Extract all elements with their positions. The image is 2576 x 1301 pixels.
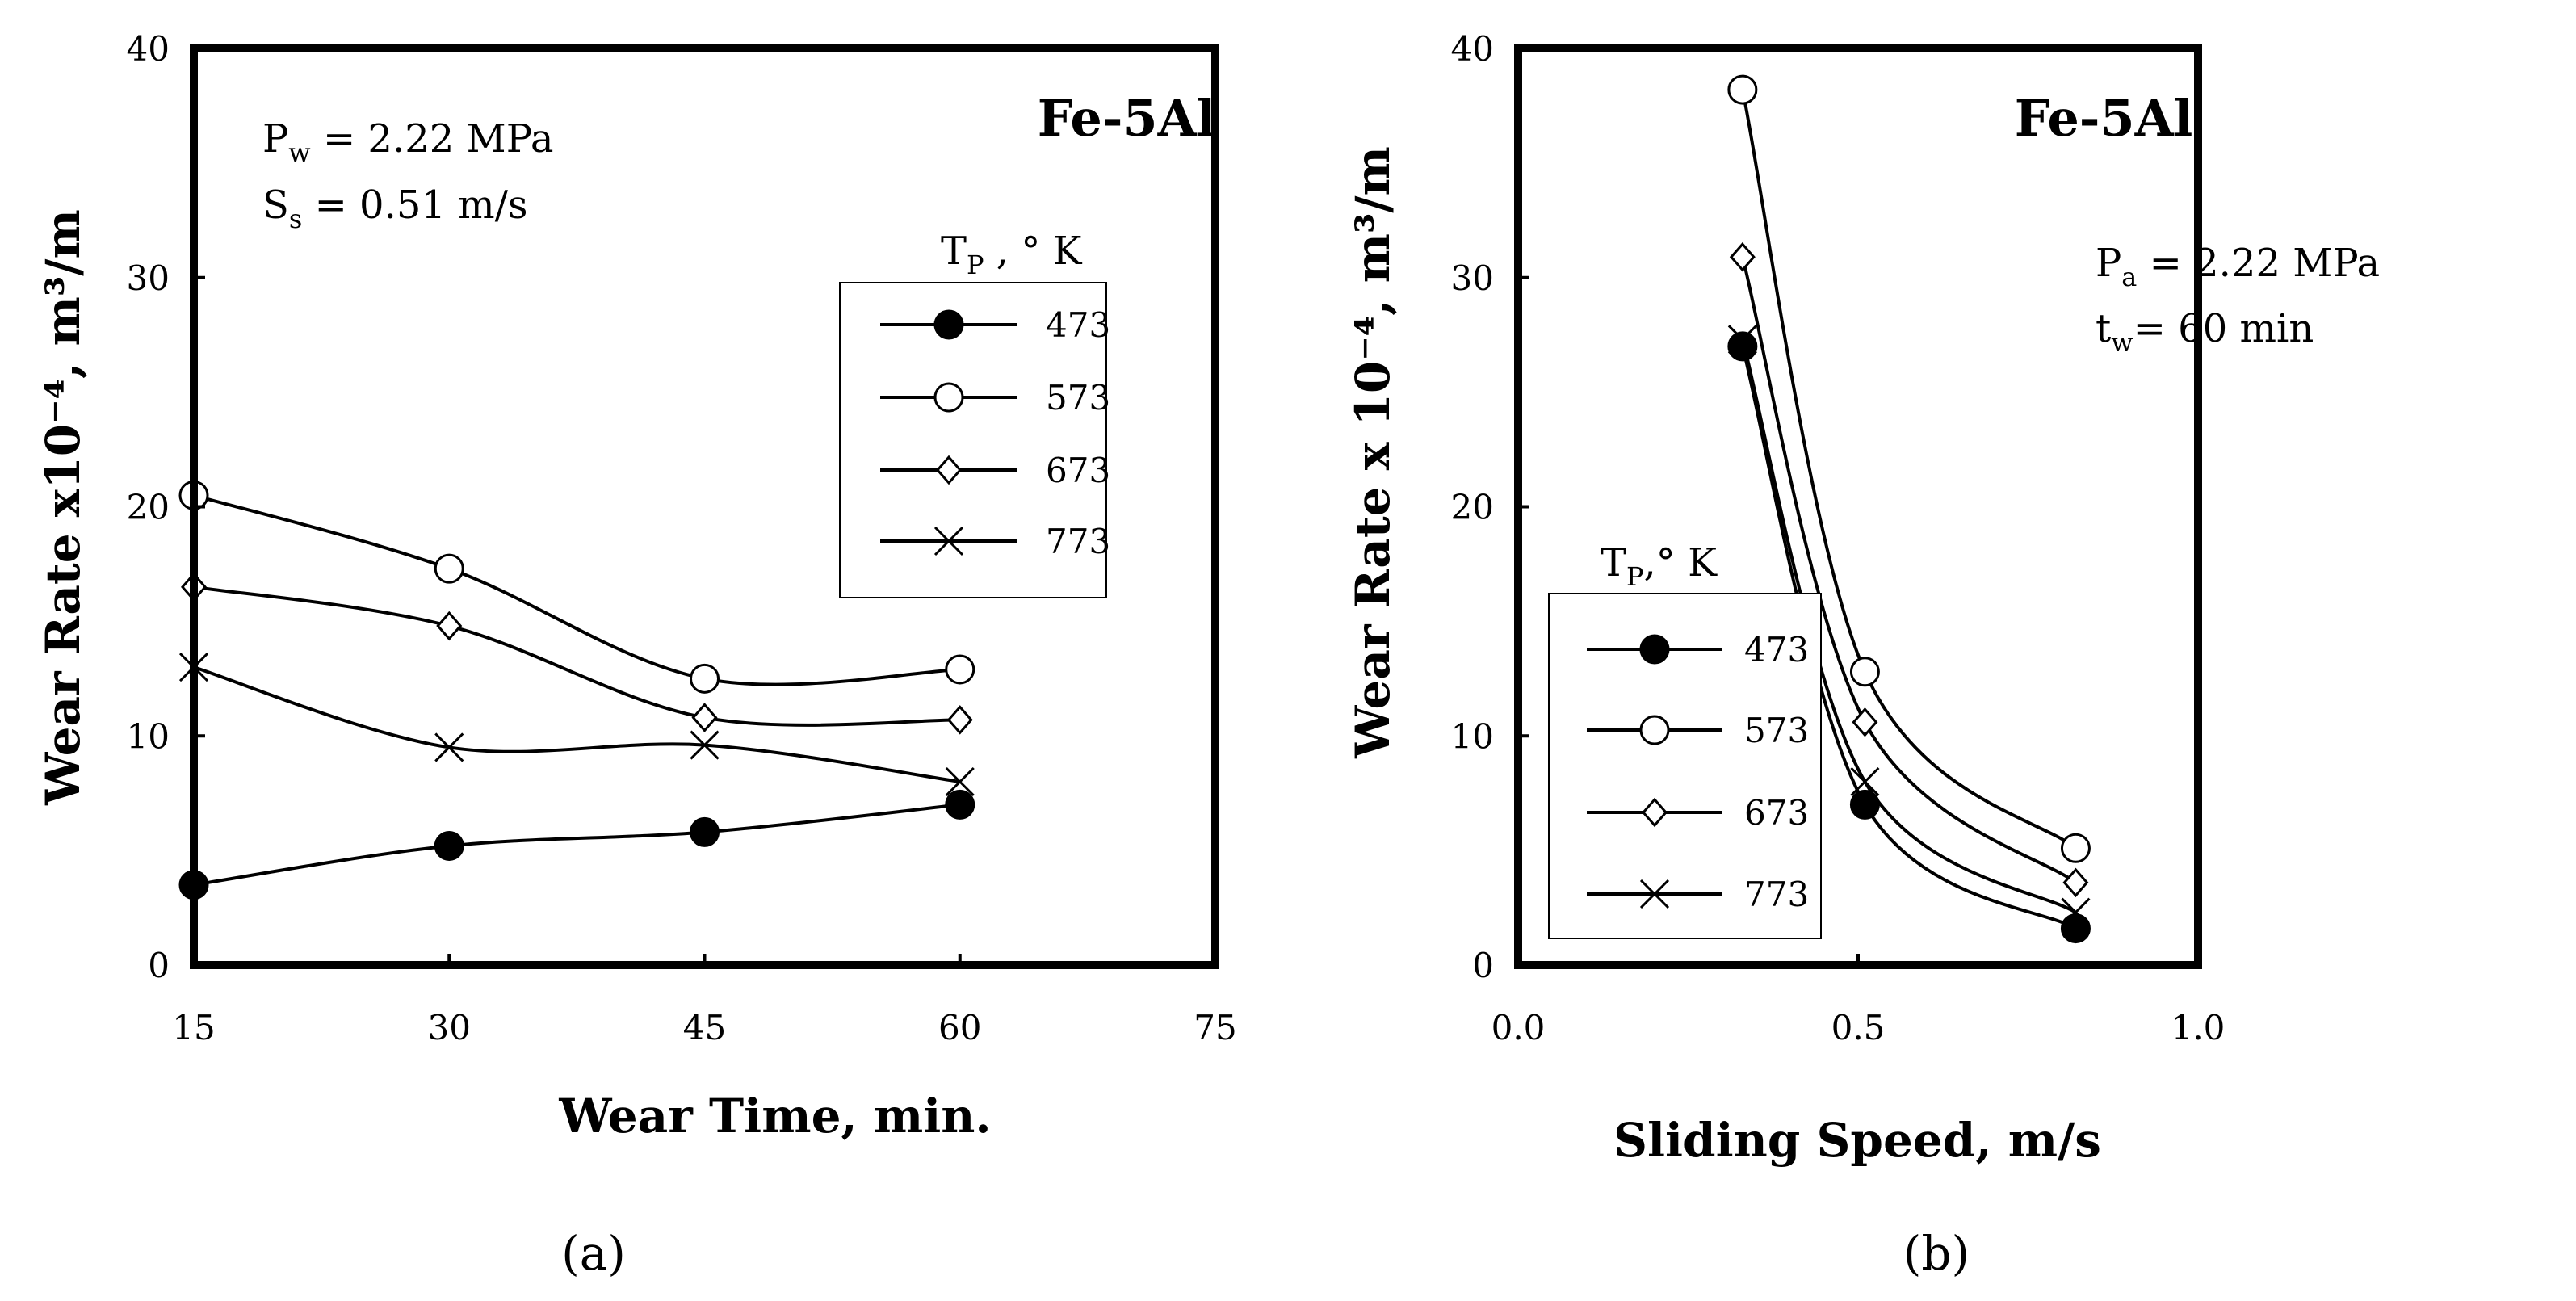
series-line-673 [193, 585, 960, 727]
y-tick-label: 30 [1451, 258, 1494, 298]
y-tick-label: 0 [1472, 946, 1494, 985]
data-point-773-1 [434, 732, 464, 762]
y-tick-label: 10 [1451, 716, 1494, 756]
legend-box [1548, 593, 1822, 939]
data-point-673-0 [1729, 241, 1756, 272]
x-tick-label: 1.0 [2171, 1008, 2226, 1047]
series-line-673 [1740, 256, 2077, 884]
x-tick-label: 0.5 [1831, 1008, 1886, 1047]
data-point-573-0 [1727, 74, 1758, 105]
y-tick-label: 40 [127, 29, 170, 69]
y-axis-title: Wear Rate x10⁻⁴, m³/m [36, 209, 90, 806]
x-tick-label: 15 [172, 1008, 215, 1047]
legend-marker-773 [933, 526, 964, 556]
legend-label-573: 573 [1744, 711, 1809, 750]
x-tick-label: 60 [938, 1008, 981, 1047]
data-point-473-1 [434, 830, 464, 861]
data-point-773-2 [690, 730, 720, 760]
panel-b-chart: 0 10 20 30 40 0.0 0.5 1.0 Fe-5Al Sliding Speed, m… [1345, 29, 2380, 1168]
data-point-673-2 [2062, 867, 2089, 898]
caption-b: (b) [1903, 1226, 1970, 1281]
legend-marker-573 [1639, 715, 1670, 745]
data-point-473-3 [945, 789, 975, 820]
data-point-673-1 [1852, 707, 1878, 737]
annotation-1: Ss = 0.51 m/s [262, 183, 528, 234]
data-point-773-3 [945, 766, 975, 797]
x-axis-title: Sliding Speed, m/s [1613, 1113, 2101, 1168]
data-point-573-1 [434, 553, 464, 584]
legend-marker-673 [936, 455, 962, 485]
legend-box [839, 282, 1107, 598]
legend-label-673: 673 [1744, 793, 1809, 833]
panel-a-chart: 0 10 20 30 40 15 30 45 60 75 Fe-5Al Wear Time, min.… [36, 29, 1237, 1144]
panel-title: Fe-5Al [2015, 89, 2193, 148]
x-tick-label: 45 [683, 1008, 726, 1047]
series-line-573 [1740, 89, 2077, 850]
y-tick-label: 20 [127, 488, 170, 527]
legend-label-773: 773 [1046, 522, 1110, 561]
legend-label-773: 773 [1744, 875, 1809, 914]
x-axis-title: Wear Time, min. [558, 1089, 991, 1144]
y-tick-label: 10 [127, 716, 170, 756]
y-tick-label: 40 [1451, 29, 1494, 69]
caption-a: (a) [561, 1226, 626, 1281]
data-point-473-0 [1727, 331, 1758, 362]
legend-marker-473 [1639, 634, 1670, 665]
legend-title: TP , ° K [941, 229, 1083, 280]
data-point-573-1 [1849, 657, 1880, 687]
series-line-473 [1740, 346, 2077, 930]
legend-label-473: 473 [1046, 305, 1110, 345]
data-point-673-3 [946, 705, 973, 735]
data-point-673-2 [691, 703, 718, 732]
data-point-573-3 [945, 654, 975, 685]
legend-label-473: 473 [1744, 630, 1809, 669]
legend-marker-573 [933, 382, 964, 413]
data-point-773-1 [1850, 766, 1880, 797]
data-point-773-0 [1727, 325, 1757, 355]
data-point-473-1 [1849, 789, 1880, 820]
legend-label-673: 673 [1046, 451, 1110, 490]
data-point-773-2 [2061, 897, 2091, 927]
panel-title: Fe-5Al [1038, 89, 1216, 148]
annotation-0: Pw = 2.22 MPa [262, 116, 553, 168]
x-tick-label: 30 [428, 1008, 471, 1047]
data-point-473-2 [2060, 913, 2091, 944]
y-tick-label: 20 [1451, 488, 1494, 527]
y-tick-label: 30 [127, 258, 170, 298]
series-line-573 [193, 493, 960, 686]
series-line-773 [193, 665, 961, 783]
legend-title: TP,° K [1601, 540, 1718, 592]
annotation-0: Pa = 2.22 MPa [2096, 241, 2380, 292]
legend-label-573: 573 [1046, 378, 1110, 418]
x-tick-label: 0.0 [1491, 1008, 1546, 1047]
data-point-473-2 [690, 816, 720, 847]
x-tick-label: 75 [1194, 1008, 1236, 1047]
legend-marker-773 [1639, 879, 1670, 909]
data-point-573-2 [690, 663, 720, 694]
series-line-473 [193, 803, 960, 887]
data-point-573-2 [2060, 833, 2091, 863]
legend-marker-673 [1642, 797, 1668, 828]
series-line-773 [1740, 338, 2077, 914]
legend-marker-473 [933, 309, 964, 340]
annotation-1: tw= 60 min [2096, 306, 2314, 358]
data-point-673-1 [436, 611, 463, 641]
y-tick-label: 0 [148, 946, 170, 985]
y-axis-title: Wear Rate x 10⁻⁴, m³/m [1345, 146, 1400, 759]
